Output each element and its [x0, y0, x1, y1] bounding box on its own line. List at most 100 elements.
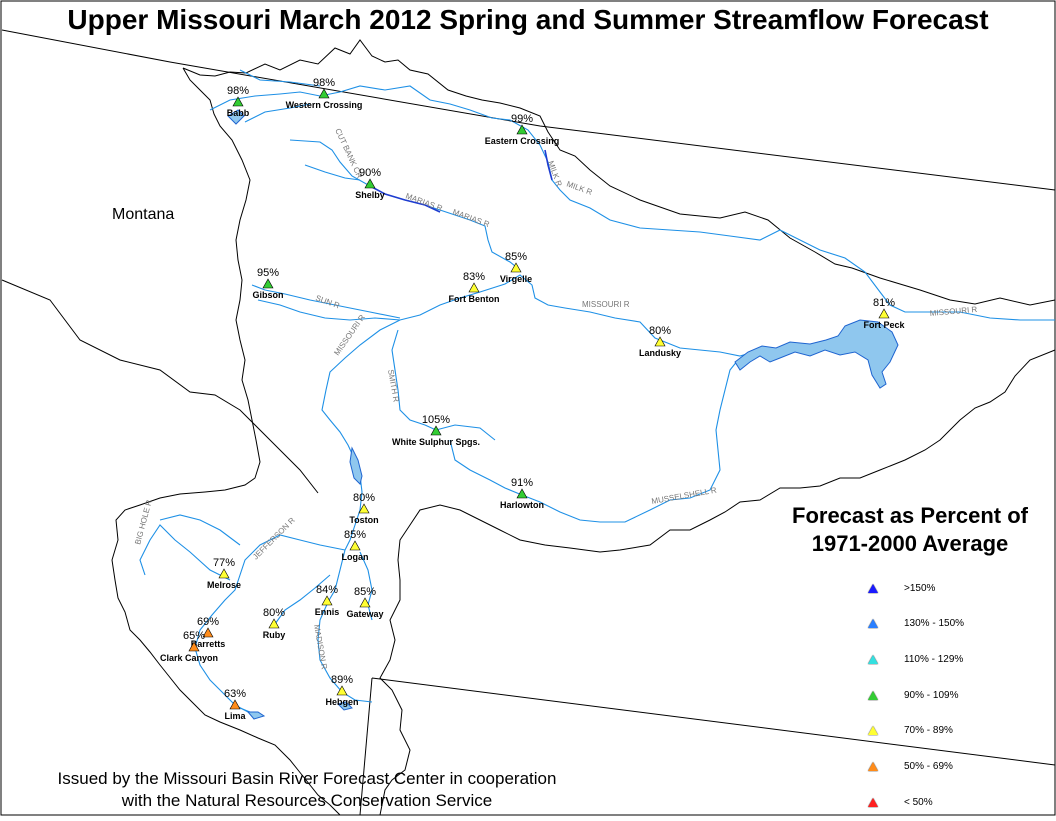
blue-river-highlights [369, 149, 553, 213]
station-name: Hebgen [325, 697, 358, 707]
legend-item-gt150: >150% [868, 581, 935, 595]
station-marker [468, 282, 480, 293]
river-label: SMITH R [386, 369, 401, 403]
basin-boundary [111, 39, 1056, 816]
map-title: Upper Missouri March 2012 Spring and Sum… [67, 4, 989, 35]
credit-line1: Issued by the Missouri Basin River Forec… [57, 769, 557, 788]
station-melrose: 77% Melrose [207, 557, 241, 590]
legend-item-lt50: < 50% [868, 795, 933, 809]
station-fort-peck: 81% Fort Peck [863, 297, 905, 330]
river-label: MILK R [565, 179, 593, 197]
legend-title-line1: Forecast as Percent of [792, 503, 1028, 528]
station-percent: 80% [263, 607, 285, 619]
station-marker [516, 124, 528, 135]
station-percent: 91% [511, 477, 533, 489]
legend-item-label: 110% - 129% [904, 653, 964, 665]
station-name: Gibson [253, 290, 284, 300]
legend-title-line2: 1971-2000 Average [811, 531, 1009, 556]
legend-title: Forecast as Percent of 1971-2000 Average [760, 502, 1056, 558]
legend-triangle-icon [868, 797, 878, 807]
station-lima: 63% Lima [224, 688, 247, 721]
station-marker [430, 425, 442, 436]
legend-item-label: 130% - 150% [904, 617, 965, 629]
station-percent: 99% [511, 113, 533, 125]
station-marker [202, 627, 214, 638]
station-marker [229, 699, 241, 710]
station-marker [218, 568, 230, 579]
station-marker [654, 336, 666, 347]
river-label: MISSOURI R [929, 305, 977, 318]
station-percent: 65% [183, 630, 205, 642]
station-toston: 80% Toston [349, 492, 378, 525]
station-marker [232, 96, 244, 107]
station-name: Toston [349, 515, 378, 525]
station-marker [878, 308, 890, 319]
station-gateway: 85% Gateway [346, 586, 383, 619]
station-name: Barretts [191, 639, 226, 649]
state-label: Montana [112, 206, 175, 223]
station-percent: 105% [422, 414, 450, 426]
station-ruby: 80% Ruby [263, 607, 286, 640]
legend-item-label: 70% - 89% [904, 724, 953, 736]
station-marker [188, 641, 200, 652]
station-percent: 83% [463, 271, 485, 283]
river-label: MADISON R [312, 624, 329, 670]
station-percent: 80% [649, 325, 671, 337]
station-percent: 95% [257, 267, 279, 279]
station-fort-benton: 83% Fort Benton [449, 271, 500, 304]
station-name: Ruby [263, 630, 286, 640]
station-marker [268, 618, 280, 629]
station-name: White Sulphur Spgs. [392, 437, 480, 447]
legend-triangle-icon [868, 690, 878, 700]
legend-triangle-icon [868, 761, 878, 771]
legend-item-label: < 50% [904, 796, 933, 808]
station-gibson: 95% Gibson [253, 267, 284, 300]
reservoirs [227, 109, 899, 720]
station-percent: 85% [505, 251, 527, 263]
legend-triangle-icon [868, 725, 878, 735]
station-babb: 98% Babb [227, 85, 250, 118]
station-percent: 89% [331, 674, 353, 686]
legend-triangle-icon [868, 618, 878, 628]
station-percent: 63% [224, 688, 246, 700]
station-name: Eastern Crossing [485, 136, 560, 146]
station-marker [349, 540, 361, 551]
station-percent: 84% [316, 584, 338, 596]
legend-item-70-89: 70% - 89% [868, 723, 953, 737]
station-western-crossing: 98% Western Crossing [286, 77, 363, 110]
station-name: Lima [224, 711, 246, 721]
station-virgelle: 85% Virgelle [500, 251, 532, 284]
station-name: Ennis [315, 607, 340, 617]
river-label: JEFFERSON R [251, 516, 297, 562]
legend-triangle-icon [868, 583, 878, 593]
station-marker [358, 503, 370, 514]
state-boundaries [1, 29, 1056, 816]
station-marker [321, 595, 333, 606]
station-name: Fort Peck [863, 320, 905, 330]
legend-triangle-icon [868, 654, 878, 664]
station-percent: 69% [197, 616, 219, 628]
station-name: Melrose [207, 580, 241, 590]
station-name: Gateway [346, 609, 383, 619]
station-marker [510, 262, 522, 273]
station-logan: 85% Logan [342, 529, 369, 562]
credit-line2: with the Natural Resources Conservation … [121, 791, 493, 810]
station-marker [336, 685, 348, 696]
credit-text: Issued by the Missouri Basin River Forec… [0, 768, 614, 812]
station-landusky: 80% Landusky [639, 325, 681, 358]
station-eastern-crossing: 99% Eastern Crossing [485, 113, 560, 146]
station-name: Shelby [355, 190, 385, 200]
station-marker [318, 88, 330, 99]
river-label: MILK R [546, 160, 564, 188]
legend-item-90-109: 90% - 109% [868, 688, 958, 702]
river-label: MARIAS R [451, 207, 491, 229]
station-hebgen: 89% Hebgen [325, 674, 358, 707]
river-label: MARIAS R [404, 191, 444, 213]
station-barretts: 69% Barretts [191, 616, 226, 649]
station-name: Harlowton [500, 500, 544, 510]
legend-item-label: >150% [904, 582, 936, 594]
